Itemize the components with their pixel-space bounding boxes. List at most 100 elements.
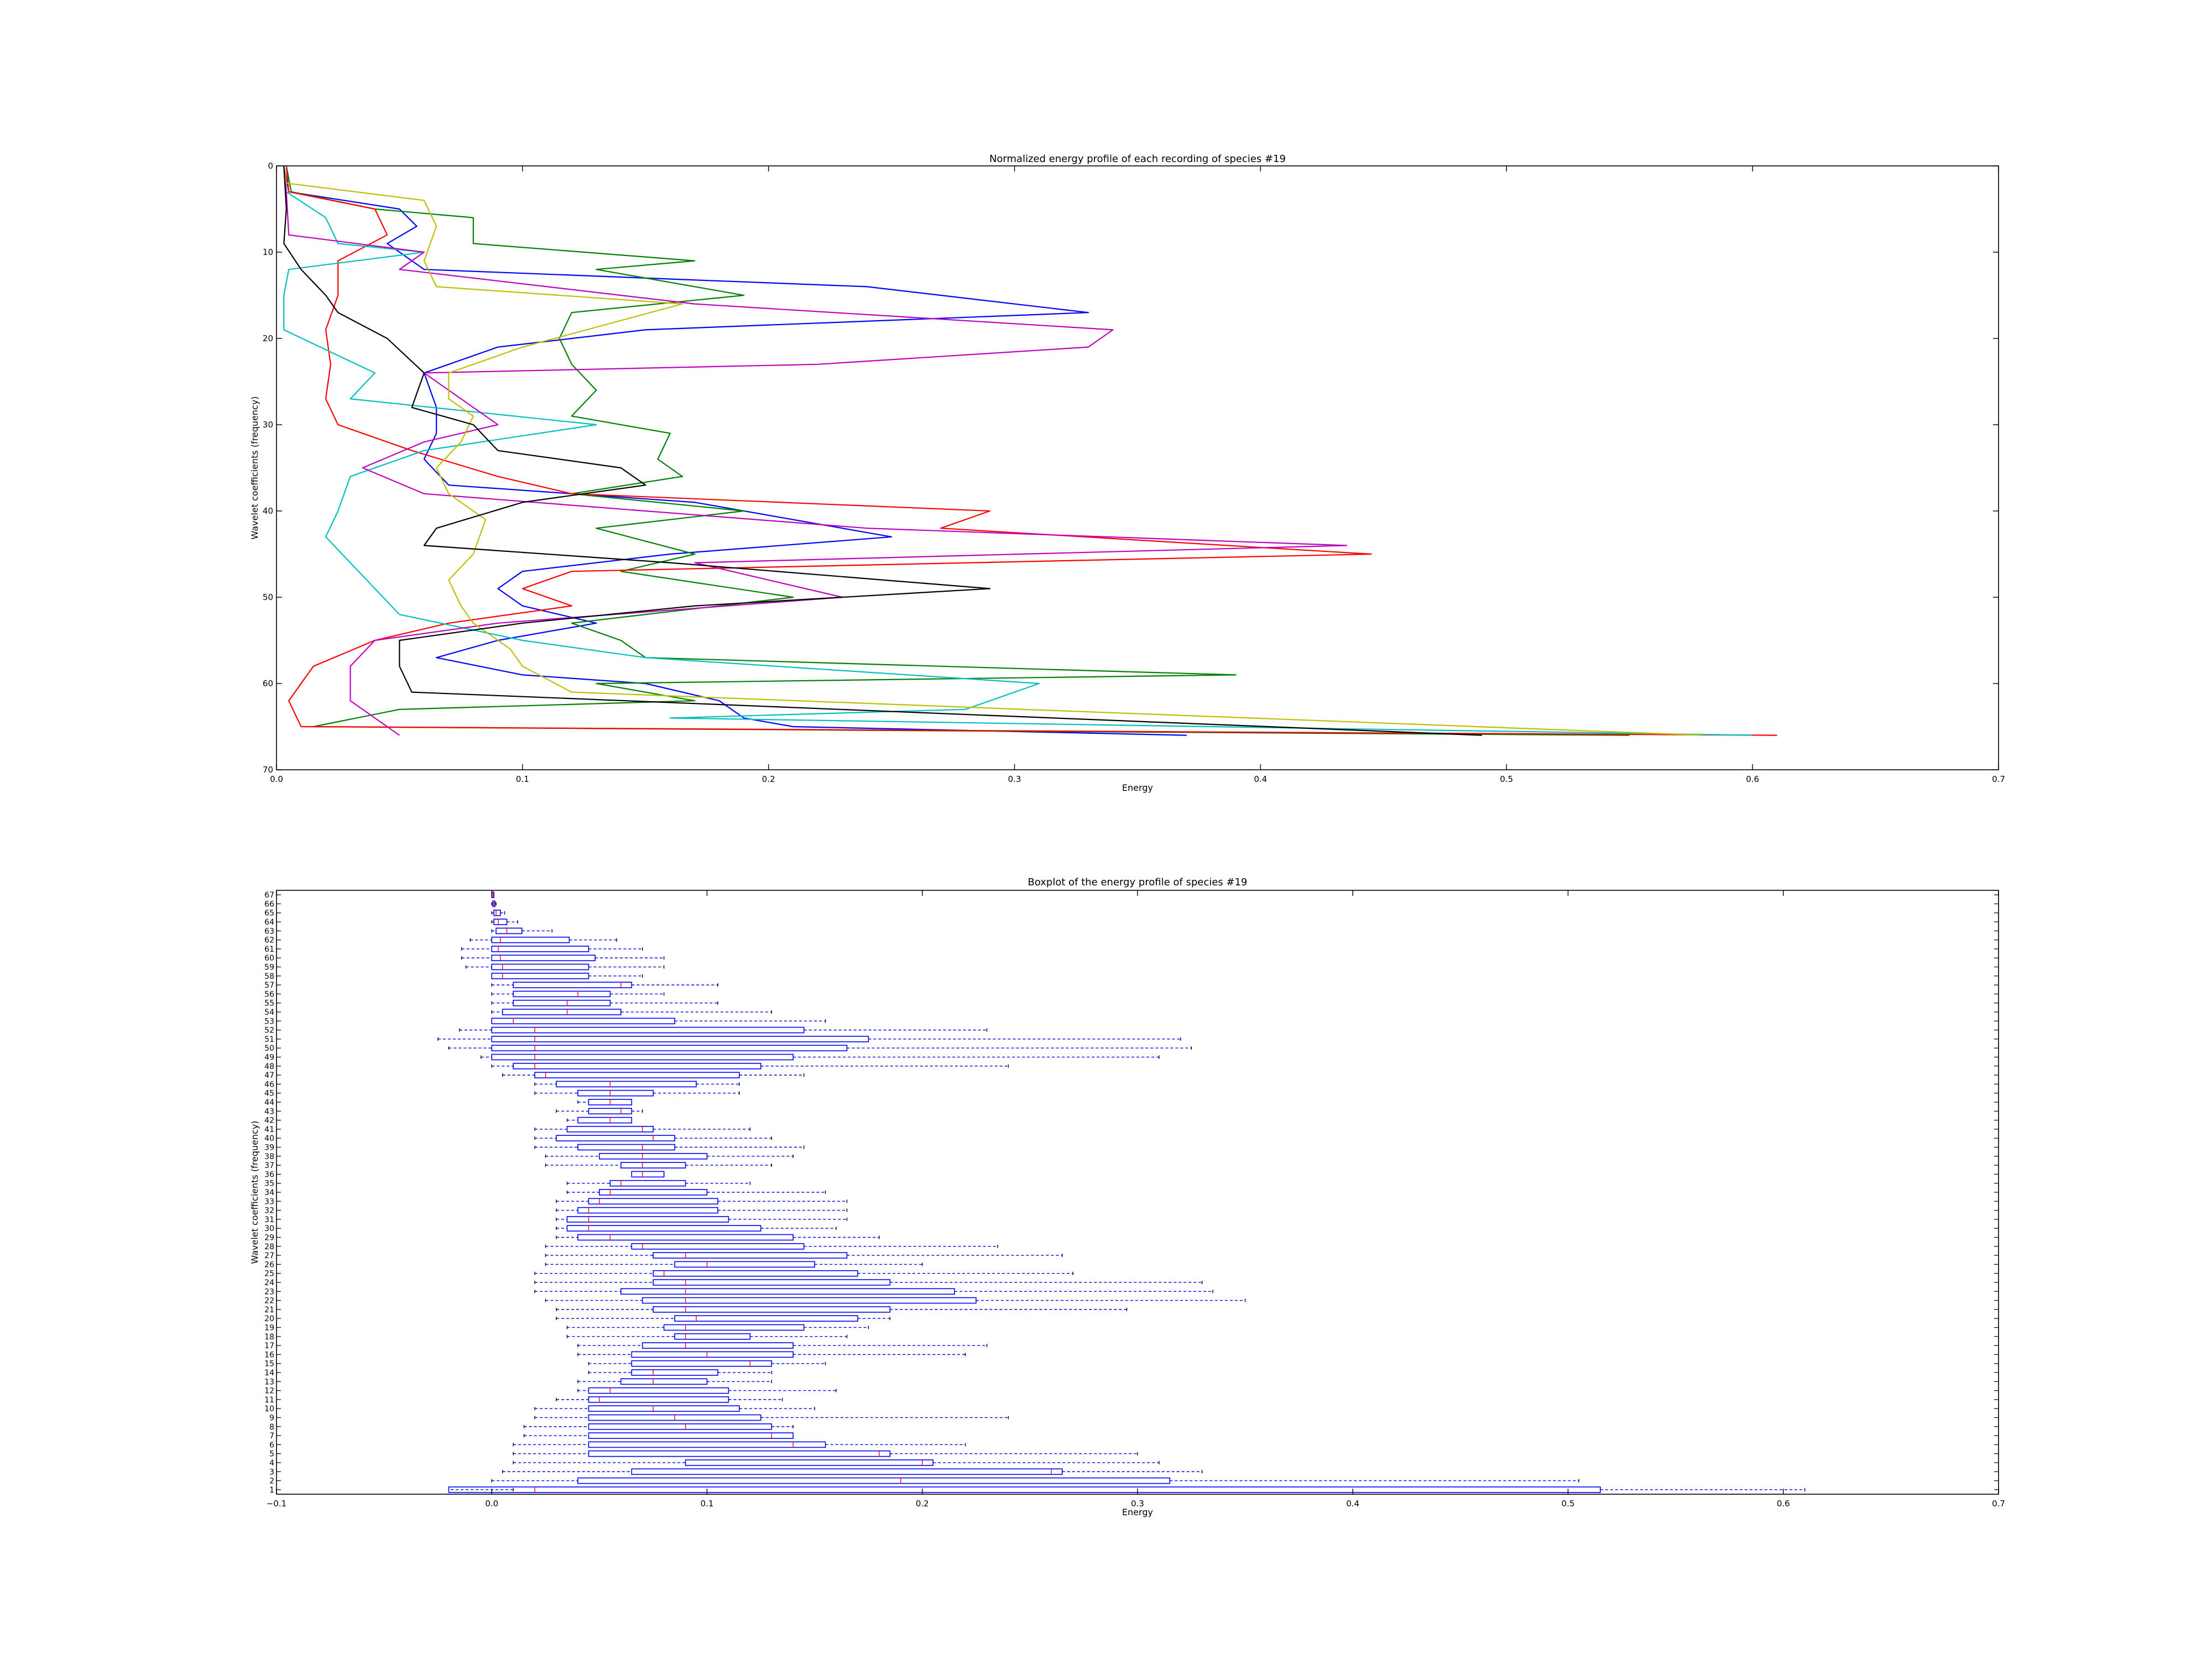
box-1 <box>448 1486 1806 1493</box>
box-body <box>674 1315 858 1322</box>
box-4 <box>513 1459 1160 1466</box>
y-tick-label: 61 <box>264 945 274 954</box>
y-tick-label: 38 <box>264 1152 274 1161</box>
box-body <box>588 1405 740 1412</box>
box-44 <box>577 1099 633 1105</box>
y-tick-label: 34 <box>264 1188 274 1197</box>
box-body <box>513 990 611 998</box>
box-40 <box>534 1135 772 1142</box>
profile-chart: Normalized energy profile of each record… <box>249 153 2005 793</box>
box-body <box>588 1450 891 1457</box>
x-tick-label: 0.5 <box>1562 1499 1575 1509</box>
box-39 <box>534 1144 805 1151</box>
box-body <box>493 909 501 916</box>
y-tick-label: 10 <box>263 247 273 257</box>
profile-chart-y-ticks: 0 10 20 30 40 50 60 70 <box>263 161 1999 775</box>
y-tick-label: 23 <box>264 1287 274 1296</box>
box-body <box>631 1243 805 1250</box>
box-14 <box>588 1369 772 1376</box>
y-tick-label: 42 <box>264 1117 274 1125</box>
boxplot-chart-x-label: Energy <box>1122 1507 1153 1517</box>
box-body <box>493 919 508 925</box>
box-59 <box>465 963 665 971</box>
box-36 <box>631 1171 665 1178</box>
profile-chart-series-layer <box>283 165 1777 736</box>
y-tick-label: 26 <box>264 1260 274 1269</box>
y-tick-label: 32 <box>264 1207 274 1215</box>
y-tick-label: 59 <box>264 963 274 972</box>
box-body <box>491 963 589 971</box>
x-tick-label: 0.4 <box>1254 774 1267 784</box>
box-32 <box>556 1207 848 1214</box>
box-38 <box>545 1153 794 1160</box>
box-body <box>653 1306 891 1313</box>
box-body <box>588 1387 729 1394</box>
x-tick-label: 0.2 <box>762 774 775 784</box>
y-tick-label: 65 <box>264 909 274 918</box>
y-tick-label: 25 <box>264 1270 274 1279</box>
box-16 <box>577 1351 966 1358</box>
box-34 <box>566 1189 826 1196</box>
box-28 <box>545 1243 998 1250</box>
box-3 <box>502 1468 1203 1475</box>
y-tick-label: 60 <box>263 679 273 688</box>
y-tick-label: 30 <box>264 1224 274 1233</box>
box-body <box>566 1126 654 1133</box>
box-51 <box>437 1036 1181 1042</box>
y-tick-label: 48 <box>264 1062 274 1071</box>
x-tick-label: 0.6 <box>1777 1499 1790 1509</box>
box-body <box>609 1180 686 1187</box>
y-tick-label: 63 <box>264 927 274 936</box>
y-tick-label: 56 <box>264 990 274 999</box>
y-tick-label: 4 <box>269 1459 274 1468</box>
box-body <box>513 1063 761 1070</box>
series-line-4 <box>283 165 1753 736</box>
box-27 <box>545 1252 1063 1259</box>
box-body <box>641 1297 977 1304</box>
box-61 <box>461 946 643 952</box>
box-body <box>599 1189 708 1196</box>
box-body <box>566 1216 729 1223</box>
box-9 <box>534 1414 1009 1421</box>
y-tick-label: 24 <box>264 1279 274 1287</box>
box-body <box>620 1378 708 1385</box>
y-tick-label: 19 <box>264 1323 274 1332</box>
box-body <box>534 1072 740 1078</box>
box-58 <box>491 973 643 979</box>
box-52 <box>459 1026 988 1034</box>
box-body <box>491 1026 805 1034</box>
series-line-5 <box>283 165 1348 736</box>
box-15 <box>588 1360 826 1367</box>
box-64 <box>491 919 518 925</box>
box-body <box>491 1053 794 1061</box>
y-tick-label: 31 <box>264 1215 274 1224</box>
box-56 <box>491 990 665 998</box>
y-tick-label: 1 <box>269 1486 274 1495</box>
box-body <box>631 1171 665 1178</box>
box-body <box>631 1351 794 1358</box>
profile-chart-x-label: Energy <box>1122 782 1153 793</box>
y-tick-label: 13 <box>264 1378 274 1386</box>
y-tick-label: 49 <box>264 1053 274 1062</box>
x-tick-label: −0.1 <box>267 1499 286 1509</box>
y-tick-label: 16 <box>264 1350 274 1359</box>
box-26 <box>545 1261 923 1268</box>
y-tick-label: 21 <box>264 1306 274 1314</box>
y-tick-label: 43 <box>264 1107 274 1116</box>
series-line-6 <box>283 165 1704 736</box>
box-10 <box>534 1405 815 1412</box>
box-41 <box>534 1126 751 1133</box>
box-body <box>491 973 589 979</box>
box-body <box>588 1441 826 1448</box>
box-49 <box>481 1053 1160 1061</box>
y-tick-label: 11 <box>264 1396 274 1405</box>
box-body <box>491 1036 869 1042</box>
box-body <box>620 1162 686 1168</box>
box-55 <box>491 999 718 1006</box>
box-body <box>631 1468 1063 1475</box>
series-line-3 <box>285 165 1777 736</box>
box-20 <box>556 1315 891 1322</box>
box-body <box>556 1081 697 1088</box>
y-tick-label: 33 <box>264 1197 274 1206</box>
